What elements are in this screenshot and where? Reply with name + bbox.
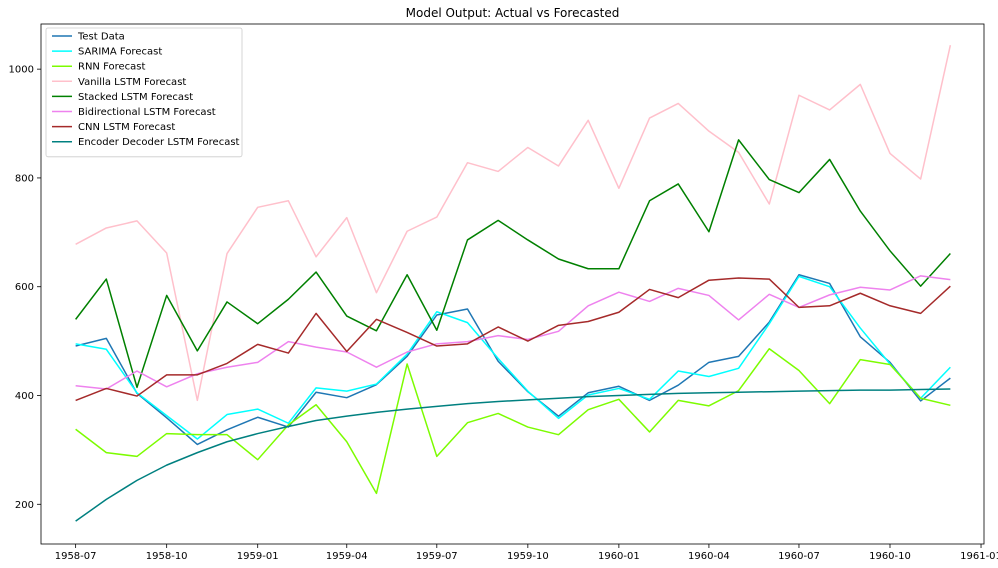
x-tick-label: 1959-04 xyxy=(326,551,368,562)
series-line-cnn-lstm-forecast xyxy=(75,277,951,402)
x-tick-label: 1961-01 xyxy=(960,551,998,562)
y-tick-label: 800 xyxy=(15,173,34,184)
series-line-vanilla-lstm-forecast xyxy=(75,45,952,402)
legend-label: Vanilla LSTM Forecast xyxy=(78,77,186,88)
legend-label: Encoder Decoder LSTM Forecast xyxy=(78,137,240,148)
y-tick-label: 200 xyxy=(15,500,34,511)
x-tick-label: 1959-10 xyxy=(507,551,549,562)
legend-box xyxy=(45,27,243,158)
series-line-test-data xyxy=(75,274,951,446)
x-tick-label: 1959-07 xyxy=(416,551,458,562)
chart-title: Model Output: Actual vs Forecasted xyxy=(406,6,620,20)
x-tick-label: 1960-01 xyxy=(598,551,640,562)
series-line-stacked-lstm-forecast xyxy=(75,139,951,389)
series-line-sarima-forecast xyxy=(75,275,951,440)
legend-label: CNN LSTM Forecast xyxy=(78,122,175,133)
legend-label: Bidirectional LSTM Forecast xyxy=(78,107,216,118)
y-tick-label: 1000 xyxy=(9,65,34,76)
legend-label: Stacked LSTM Forecast xyxy=(78,92,193,103)
plot-frame xyxy=(40,23,985,545)
x-tick-label: 1960-10 xyxy=(869,551,911,562)
x-axis: 1958-07 1958-10 1959-01 1959-04 1959-07 1959-… xyxy=(55,544,998,562)
series-layer xyxy=(75,45,952,522)
legend-label: RNN Forecast xyxy=(78,62,145,73)
x-tick-label: 1960-07 xyxy=(778,551,820,562)
y-tick-label: 600 xyxy=(15,282,34,293)
series-line-rnn-forecast xyxy=(75,347,951,495)
series-line-bidirectional-lstm-forecast xyxy=(75,275,951,390)
series-line-encoder-decoder-lstm-forecast xyxy=(75,388,951,522)
x-tick-label: 1959-01 xyxy=(237,551,279,562)
y-tick-label: 400 xyxy=(15,391,34,402)
y-axis: 200 400 600 800 1000 xyxy=(9,65,41,511)
x-tick-label: 1958-07 xyxy=(55,551,97,562)
legend-label: SARIMA Forecast xyxy=(78,47,162,58)
x-tick-label: 1958-10 xyxy=(146,551,188,562)
plot-area-border xyxy=(40,23,985,545)
legend-label: Test Data xyxy=(77,32,125,43)
x-tick-label: 1960-04 xyxy=(688,551,730,562)
legend: Test Data SARIMA Forecast RNN Forecast Vani… xyxy=(45,27,243,158)
